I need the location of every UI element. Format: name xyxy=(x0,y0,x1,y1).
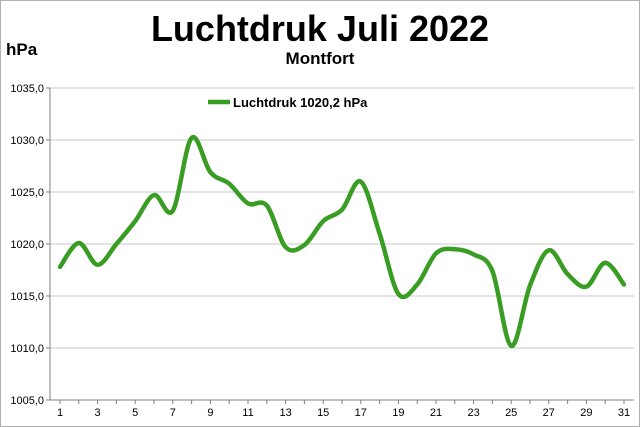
y-tick-label: 1005,0 xyxy=(10,395,44,407)
y-tick-label: 1035,0 xyxy=(10,83,44,95)
x-tick-label: 29 xyxy=(580,407,592,419)
x-tick-label: 23 xyxy=(467,407,479,419)
x-tick-label: 21 xyxy=(430,407,442,419)
x-tick-label: 13 xyxy=(279,407,291,419)
legend-label: Luchtdruk 1020,2 hPa xyxy=(233,95,368,110)
y-tick-label: 1010,0 xyxy=(10,343,44,355)
y-tick-label: 1020,0 xyxy=(10,239,44,251)
x-tick-label: 27 xyxy=(543,407,555,419)
x-tick-label: 7 xyxy=(170,407,176,419)
x-tick-label: 31 xyxy=(618,407,630,419)
x-tick-label: 17 xyxy=(355,407,367,419)
x-tick-label: 19 xyxy=(392,407,404,419)
x-tick-label: 15 xyxy=(317,407,329,419)
chart-subtitle: Montfort xyxy=(285,49,355,68)
x-tick-label: 11 xyxy=(242,407,253,419)
x-tick-label: 5 xyxy=(132,407,138,419)
x-tick-label: 9 xyxy=(207,407,213,419)
y-axis-unit-label: hPa xyxy=(6,40,38,59)
x-tick-label: 3 xyxy=(95,407,101,419)
series-line xyxy=(57,134,627,349)
chart-title: Luchtdruk Juli 2022 xyxy=(150,8,490,49)
y-tick-label: 1030,0 xyxy=(10,135,44,147)
x-tick-label: 25 xyxy=(505,407,517,419)
y-tick-label: 1025,0 xyxy=(10,187,44,199)
y-tick-label: 1015,0 xyxy=(10,291,44,303)
x-tick-label: 1 xyxy=(57,407,63,419)
